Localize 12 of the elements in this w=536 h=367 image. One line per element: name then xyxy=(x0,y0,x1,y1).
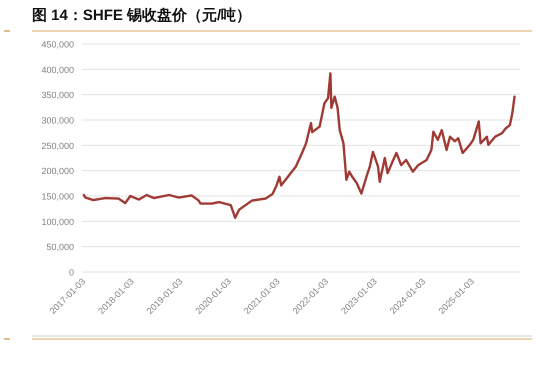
y-tick-label: 100,000 xyxy=(41,216,74,227)
line-series xyxy=(82,72,516,219)
y-tick-label: 0 xyxy=(68,268,74,278)
y-tick-label: 450,000 xyxy=(41,40,74,50)
y-tick-label: 50,000 xyxy=(46,242,74,252)
chart-title: 图 14：SHFE 锡收盘价（元/吨） xyxy=(32,7,252,24)
y-tick-label: 400,000 xyxy=(41,64,74,75)
y-tick-label: 350,000 xyxy=(41,90,74,100)
y-tick-label: 200,000 xyxy=(41,166,74,176)
y-tick-label: 150,000 xyxy=(41,192,74,202)
y-tick-label: 250,000 xyxy=(41,140,74,151)
y-tick-label: 300,000 xyxy=(41,116,74,126)
